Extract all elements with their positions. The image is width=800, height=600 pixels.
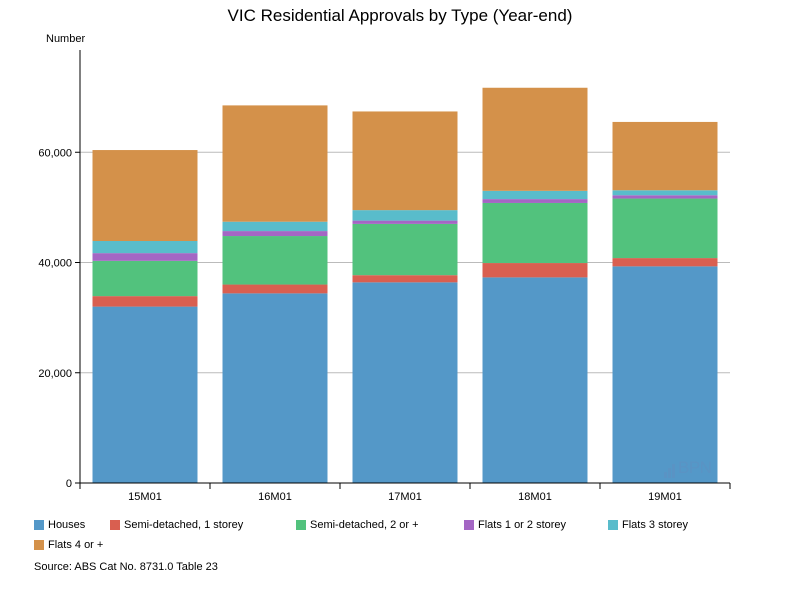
bar-segment — [352, 275, 458, 283]
legend-item: Flats 1 or 2 storey — [464, 519, 566, 531]
bar-segment — [352, 282, 458, 483]
legend-swatch — [110, 520, 120, 530]
bar-segment — [482, 202, 588, 264]
legend-label: Houses — [48, 519, 86, 531]
bar-segment — [482, 190, 588, 200]
bar-segment — [612, 195, 718, 199]
legend-swatch — [608, 520, 618, 530]
bar-segment — [612, 190, 718, 196]
legend-label: Flats 3 storey — [622, 519, 689, 531]
bar-segment — [92, 241, 198, 254]
legend-item: Houses — [34, 519, 85, 531]
watermark-text: BPN — [678, 458, 712, 477]
bar-segment — [222, 293, 328, 483]
legend-label: Flats 4 or + — [48, 539, 104, 551]
bar-segment — [92, 253, 198, 261]
source-note: Source: ABS Cat No. 8731.0 Table 23 — [34, 561, 218, 573]
bar-segment — [612, 198, 718, 259]
bar-segment — [92, 150, 198, 242]
chart-logo-icon — [664, 462, 676, 478]
x-tick-label: 19M01 — [648, 491, 682, 503]
legend-label: Semi-detached, 1 storey — [124, 519, 244, 531]
legend-swatch — [296, 520, 306, 530]
bar-segment — [352, 220, 458, 224]
bar-segment — [612, 258, 718, 267]
bar-segment — [92, 260, 198, 297]
y-tick-label: 60,000 — [38, 147, 72, 159]
legend-item: Flats 3 storey — [608, 519, 688, 531]
x-tick-label: 16M01 — [258, 491, 292, 503]
bar-segment — [482, 263, 588, 278]
axes: 0 20,000 40,000 60,000 15M01 16M01 17M01 18M01 1… — [38, 33, 731, 503]
bar-segment — [222, 221, 328, 232]
bar-segment — [352, 223, 458, 276]
legend-label: Semi-detached, 2 or + — [310, 519, 419, 531]
bar-segment — [612, 266, 718, 483]
bar-segment — [482, 87, 588, 191]
legend-item: Semi-detached, 1 storey — [110, 519, 243, 531]
legend-swatch — [34, 520, 44, 530]
bar-segment — [482, 277, 588, 483]
bar-segment — [222, 236, 328, 285]
x-tick-label: 18M01 — [518, 491, 552, 503]
bar-segment — [222, 231, 328, 237]
bar-segment — [92, 296, 198, 307]
bar-segment — [352, 111, 458, 211]
bars — [92, 87, 718, 483]
y-tick-label: 20,000 — [38, 368, 72, 380]
y-axis-label: Number — [46, 33, 85, 45]
bar-segment — [352, 210, 458, 221]
bar-segment — [222, 105, 328, 222]
bar-segment — [92, 306, 198, 483]
y-tick-label: 0 — [66, 478, 72, 490]
legend-swatch — [464, 520, 474, 530]
x-tick-label: 15M01 — [128, 491, 162, 503]
chart-title: VIC Residential Approvals by Type (Year-… — [227, 6, 573, 25]
bar-segment — [222, 284, 328, 294]
x-tick-label: 17M01 — [388, 491, 422, 503]
bar-segment — [612, 121, 718, 191]
bar-segment — [482, 199, 588, 203]
legend-item: Semi-detached, 2 or + — [296, 519, 419, 531]
legend-item: Flats 4 or + — [34, 539, 103, 551]
y-tick-label: 40,000 — [38, 258, 72, 270]
bpn-logo: BPN — [664, 458, 712, 478]
legend-swatch — [34, 540, 44, 550]
legend-label: Flats 1 or 2 storey — [478, 519, 567, 531]
